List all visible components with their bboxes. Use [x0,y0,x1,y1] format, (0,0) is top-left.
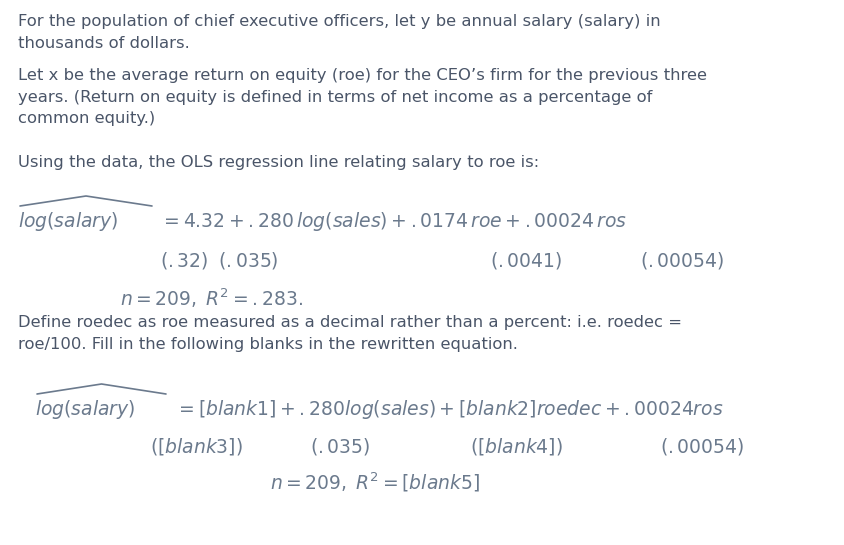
Text: $= 4.32 + .280\,\mathit{log}(\mathit{sales}) + .0174\,\mathit{roe} + .00024\,\ma: $= 4.32 + .280\,\mathit{log}(\mathit{sal… [160,210,626,233]
Text: $\mathit{log}(\mathit{salary})$: $\mathit{log}(\mathit{salary})$ [35,398,135,421]
Text: $n = 209,\; R^2 = .283.$: $n = 209,\; R^2 = .283.$ [120,286,302,310]
Text: $(.035)$: $(.035)$ [310,436,370,457]
Text: $(.32)\;\;(.035)$: $(.32)\;\;(.035)$ [160,250,279,271]
Text: Define roedec as roe measured as a decimal rather than a percent: i.e. roedec =
: Define roedec as roe measured as a decim… [18,315,681,352]
Text: For the population of chief executive officers, let y be annual salary (salary) : For the population of chief executive of… [18,14,660,51]
Text: $n = 209,\; R^2 = [\mathit{blank5}]$: $n = 209,\; R^2 = [\mathit{blank5}]$ [270,471,479,494]
Text: $([\mathit{blank4}])$: $([\mathit{blank4}])$ [469,436,562,457]
Text: $([\mathit{blank3}])$: $([\mathit{blank3}])$ [150,436,242,457]
Text: $(.00054)$: $(.00054)$ [659,436,744,457]
Text: $(.0041)$: $(.0041)$ [490,250,561,271]
Text: Let x be the average return on equity (roe) for the CEO’s firm for the previous : Let x be the average return on equity (r… [18,68,706,126]
Text: Using the data, the OLS regression line relating salary to roe is:: Using the data, the OLS regression line … [18,155,538,170]
Text: $\mathit{log}(\mathit{salary})$: $\mathit{log}(\mathit{salary})$ [18,210,118,233]
Text: $(.00054)$: $(.00054)$ [639,250,723,271]
Text: $= [\mathit{blank1}] + .280\mathit{log}(\mathit{sales}) + [\mathit{blank2}]\math: $= [\mathit{blank1}] + .280\mathit{log}(… [175,398,722,421]
